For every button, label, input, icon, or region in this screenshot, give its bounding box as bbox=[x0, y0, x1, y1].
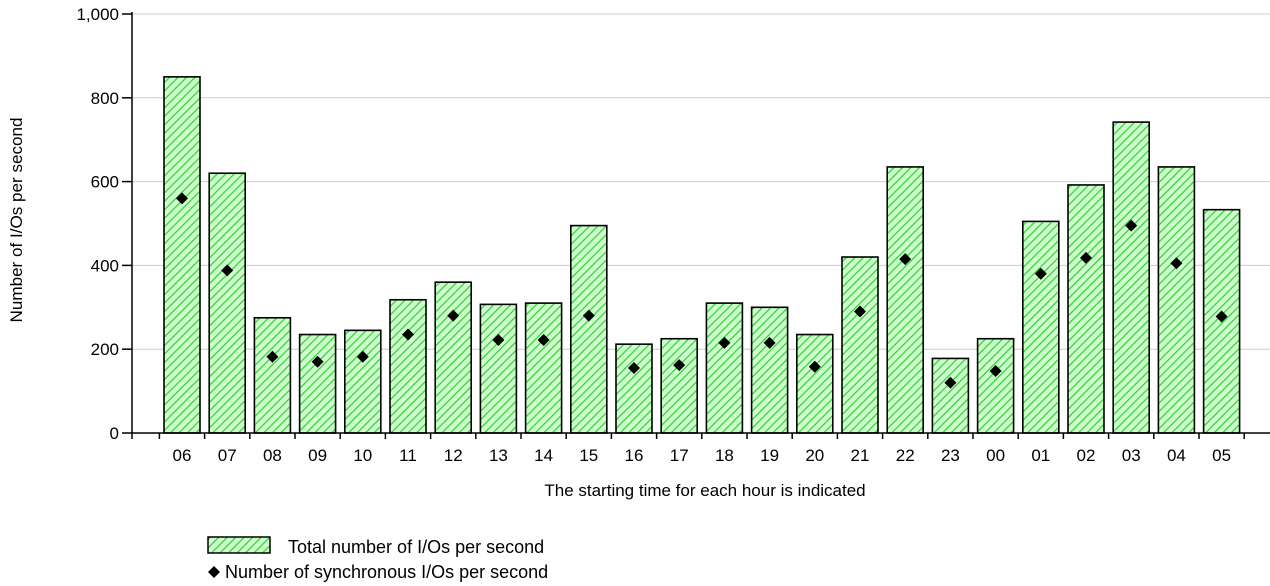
x-tick-label: 07 bbox=[218, 446, 237, 465]
y-axis-label: Number of I/Os per second bbox=[7, 118, 26, 323]
marker-03 bbox=[1125, 219, 1138, 232]
bar-13 bbox=[479, 303, 518, 434]
marker-09 bbox=[311, 355, 324, 368]
y-tick-label: 600 bbox=[91, 173, 119, 192]
x-tick-label: 02 bbox=[1077, 446, 1096, 465]
bar-10 bbox=[343, 329, 382, 434]
bar-22 bbox=[886, 166, 925, 434]
bar-06 bbox=[163, 76, 201, 434]
x-tick-label: 12 bbox=[444, 446, 463, 465]
marker-02 bbox=[1080, 251, 1092, 264]
y-ticks: 0 200 400 600 800 1,000 bbox=[76, 5, 132, 443]
marker-12 bbox=[447, 309, 460, 322]
x-tick-label: 03 bbox=[1122, 446, 1141, 465]
bar-18 bbox=[705, 302, 744, 434]
marker-08 bbox=[266, 350, 279, 363]
marker-19 bbox=[763, 336, 776, 349]
x-tick-label: 09 bbox=[308, 446, 327, 465]
marker-06 bbox=[176, 192, 188, 205]
x-tick-label: 15 bbox=[579, 446, 598, 465]
marker-15 bbox=[582, 309, 595, 322]
marker-01 bbox=[1034, 267, 1047, 280]
x-tick-label: 01 bbox=[1031, 446, 1050, 465]
marker-18 bbox=[718, 336, 731, 349]
x-tick-label: 08 bbox=[263, 446, 282, 465]
x-tick-label: 22 bbox=[896, 446, 915, 465]
x-tick-label: 10 bbox=[353, 446, 372, 465]
x-ticks: 06 07 08 09 10 11 12 13 14 15 16 17 18 19 20 21 22 23 00 01… bbox=[158, 433, 1245, 465]
bar-14 bbox=[524, 302, 563, 434]
marker-22 bbox=[899, 253, 912, 266]
marker-11 bbox=[402, 328, 414, 341]
marker-07 bbox=[221, 264, 234, 277]
x-tick-label: 13 bbox=[489, 446, 508, 465]
marker-05 bbox=[1215, 310, 1228, 323]
legend-swatch-total bbox=[207, 536, 271, 554]
y-tick-label: 0 bbox=[110, 424, 119, 443]
x-tick-label: 21 bbox=[851, 446, 870, 465]
legend-swatch-sync bbox=[208, 566, 220, 578]
x-tick-label: 14 bbox=[534, 446, 553, 465]
bar-16 bbox=[615, 343, 653, 434]
y-tick-label: 1,000 bbox=[76, 5, 119, 24]
marker-21 bbox=[854, 305, 866, 318]
marker-00 bbox=[989, 364, 1002, 377]
bar-07 bbox=[208, 172, 246, 434]
y-tick-label: 200 bbox=[91, 340, 119, 359]
bar-00 bbox=[976, 337, 1015, 434]
x-tick-label: 04 bbox=[1167, 446, 1186, 465]
x-tick-label: 17 bbox=[670, 446, 689, 465]
bar-21 bbox=[841, 256, 879, 434]
x-tick-label: 06 bbox=[173, 446, 192, 465]
marker-16 bbox=[628, 362, 640, 375]
bar-12 bbox=[434, 281, 473, 434]
bar-11 bbox=[389, 298, 427, 434]
bar-19 bbox=[750, 306, 789, 434]
bar-03 bbox=[1112, 121, 1150, 434]
legend: Total number of I/Os per second Number o… bbox=[207, 536, 548, 582]
x-axis-label: The starting time for each hour is indic… bbox=[544, 481, 865, 500]
bar-23 bbox=[931, 357, 970, 434]
y-tick-label: 800 bbox=[91, 89, 119, 108]
marker-20 bbox=[808, 360, 821, 373]
bar-04 bbox=[1157, 166, 1196, 434]
x-tick-label: 11 bbox=[399, 446, 417, 465]
marker-17 bbox=[673, 359, 686, 372]
x-tick-label: 18 bbox=[715, 446, 734, 465]
bar-09 bbox=[298, 333, 337, 434]
y-tick-label: 400 bbox=[91, 256, 119, 275]
x-tick-label: 23 bbox=[941, 446, 960, 465]
marker-13 bbox=[492, 333, 505, 346]
x-tick-label: 16 bbox=[625, 446, 644, 465]
axes bbox=[131, 12, 1270, 439]
marker-14 bbox=[537, 333, 550, 346]
marker-23 bbox=[944, 376, 957, 389]
bar-08 bbox=[253, 316, 292, 434]
x-tick-label: 00 bbox=[986, 446, 1005, 465]
bar-17 bbox=[660, 337, 699, 434]
marker-04 bbox=[1170, 257, 1183, 270]
marker-10 bbox=[356, 350, 369, 363]
bar-20 bbox=[795, 333, 834, 434]
bars bbox=[163, 76, 1241, 434]
x-tick-label: 19 bbox=[760, 446, 779, 465]
x-tick-label: 05 bbox=[1212, 446, 1231, 465]
markers bbox=[176, 192, 1228, 389]
bar-15 bbox=[569, 224, 608, 434]
legend-label-sync: Number of synchronous I/Os per second bbox=[225, 562, 548, 582]
legend-label-total: Total number of I/Os per second bbox=[288, 537, 544, 557]
x-tick-label: 20 bbox=[805, 446, 824, 465]
bar-02 bbox=[1067, 184, 1105, 434]
bar-01 bbox=[1021, 220, 1060, 434]
